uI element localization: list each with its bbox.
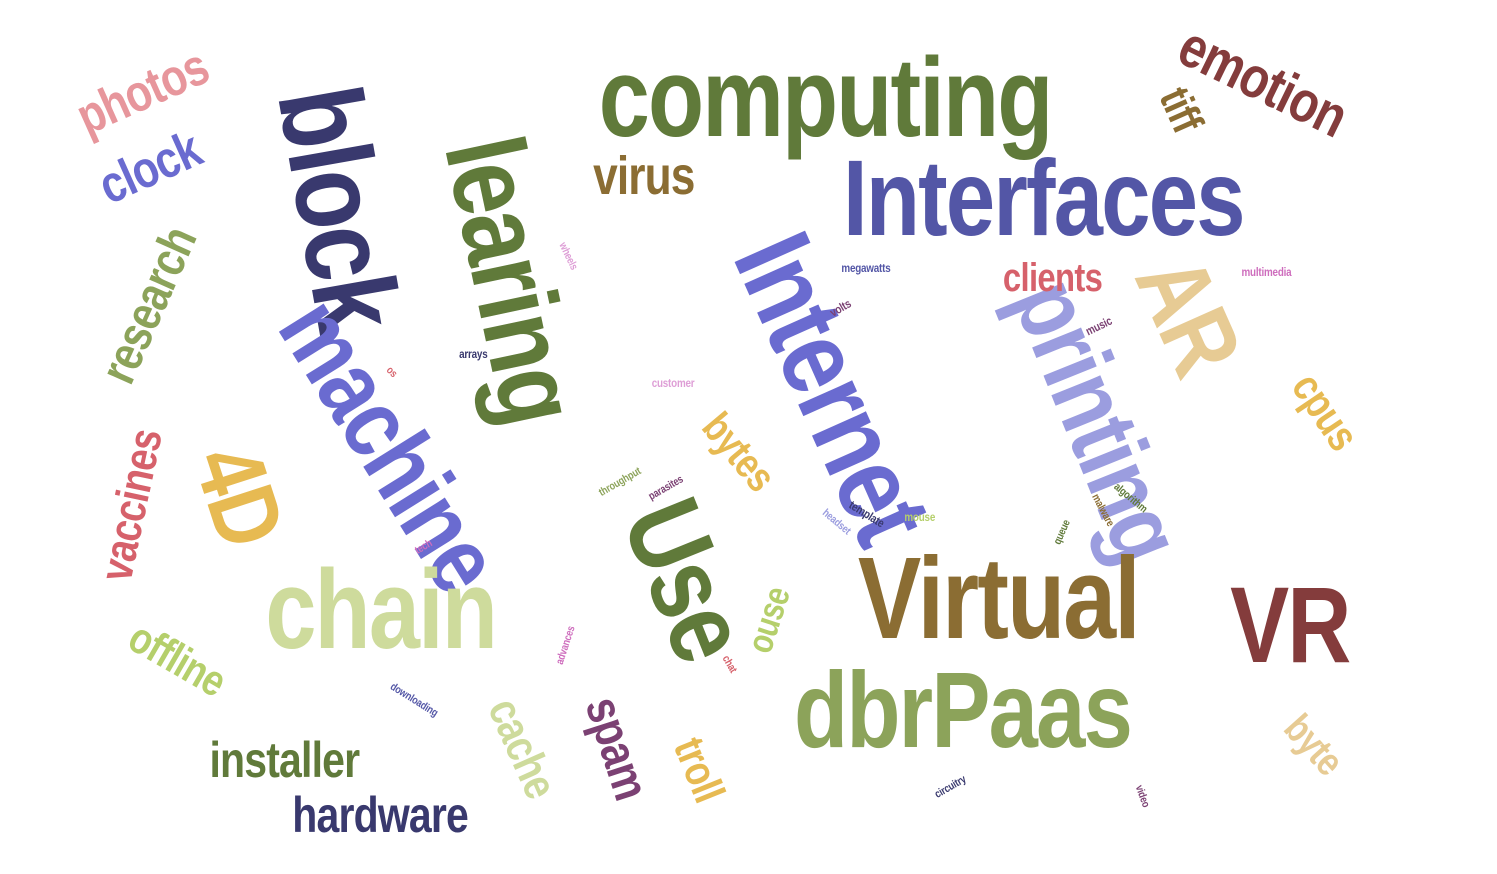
word-customer: customer	[651, 376, 695, 390]
word-megawatts: megawatts	[841, 261, 891, 275]
word-spam: spam	[574, 689, 660, 807]
word-installer: installer	[208, 732, 360, 788]
word-cache: cache	[478, 690, 568, 806]
word-advances: advances	[553, 624, 578, 666]
word-troll: troll	[663, 730, 734, 809]
word-tiff: tiff	[1149, 80, 1212, 140]
word-video: video	[1132, 783, 1152, 809]
word-computing: computing	[598, 35, 1054, 160]
word-throughput: throughput	[596, 464, 644, 499]
word-dbrpaas: dbrPaas	[793, 649, 1132, 770]
word-cpus: cpus	[1281, 364, 1368, 460]
word-clients: clients	[1002, 256, 1102, 300]
word-chat: chat	[719, 653, 739, 675]
word-photos: photos	[67, 37, 217, 147]
word-interfaces: Interfaces	[842, 137, 1244, 258]
word-byte: byte	[1274, 706, 1352, 784]
word-4d: 4D	[172, 432, 305, 559]
word-virtual: Virtual	[857, 533, 1140, 663]
word-emotion: emotion	[1168, 13, 1357, 150]
word-circuitry: circuitry	[932, 772, 968, 801]
word-downloading: downloading	[387, 680, 440, 719]
word-ar: AR	[1113, 239, 1263, 391]
word-learing: learing	[421, 125, 604, 434]
word-arrays: arrays	[458, 347, 488, 361]
word-multimedia: multimedia	[1240, 265, 1291, 279]
word-offline: offline	[120, 612, 235, 707]
word-virus: virus	[593, 146, 695, 206]
word-research: research	[88, 218, 207, 392]
word-vr: VR	[1230, 564, 1351, 685]
word-hardware: hardware	[292, 787, 469, 843]
word-chain: chain	[264, 547, 498, 672]
word-mouse: mouse	[903, 510, 935, 524]
word-vaccines: vaccines	[88, 424, 172, 586]
word-internet: Internet	[709, 215, 955, 561]
